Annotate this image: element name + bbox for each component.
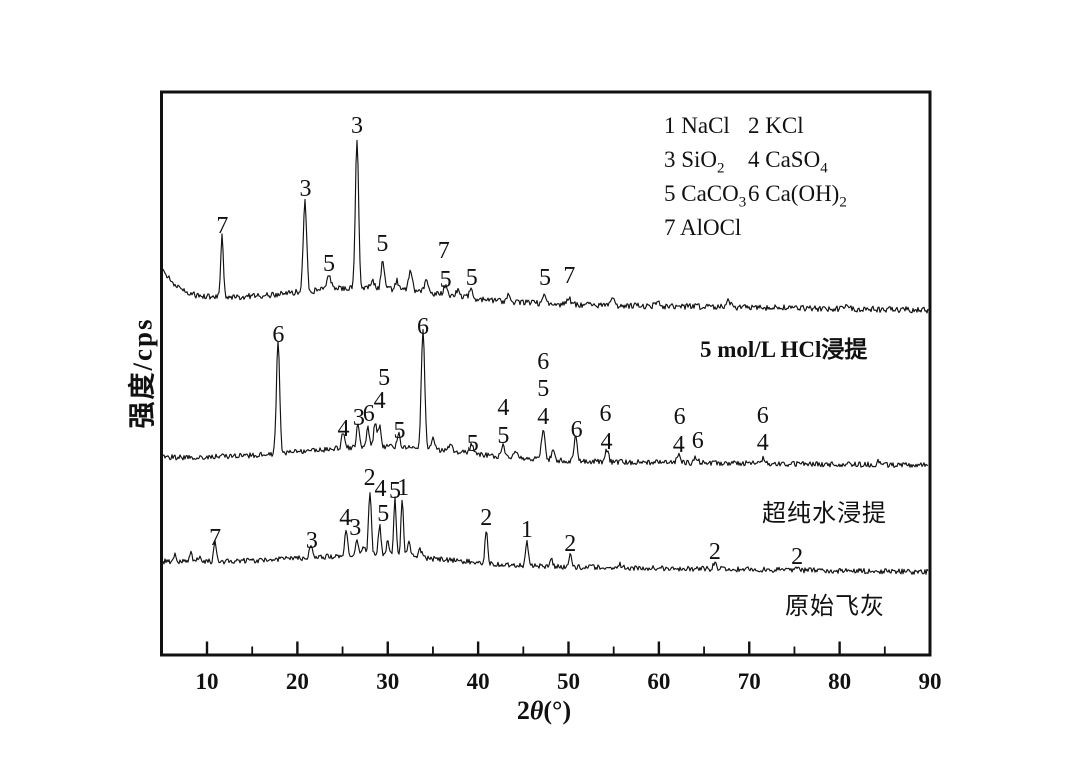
peak-label-2: 2 [480,505,492,531]
peak-label-4: 4 [537,404,549,430]
peak-label-3: 3 [353,405,365,431]
x-tick-label: 20 [286,669,309,694]
peak-label-2: 2 [564,531,576,557]
peak-label-4: 4 [375,476,387,502]
peak-label-6: 6 [363,401,375,427]
legend-item: 6 Ca(OH)2 [748,181,847,211]
peak-label-7: 7 [563,263,575,289]
peak-label-5: 5 [440,267,452,293]
peak-label-7: 7 [438,238,450,264]
peak-label-6: 6 [600,401,612,427]
peak-label-5: 5 [376,231,388,257]
peak-label-5: 5 [378,365,390,391]
peak-label-2: 2 [791,544,803,570]
peak-label-1: 1 [521,517,533,543]
peak-label-7: 7 [209,525,221,551]
peak-label-5: 5 [323,251,335,277]
peak-label-4: 4 [339,505,351,531]
x-tick-label: 70 [738,669,761,694]
x-axis-title-theta: θ [529,696,544,725]
series-label-raw-fly-ash: 原始飞灰 [785,594,885,620]
legend-item: 5 CaCO3 [664,181,747,211]
peak-label-6: 6 [537,349,549,375]
peak-label-2: 2 [709,539,721,565]
legend-item: 7 AlOCl [664,215,742,240]
peak-label-5: 5 [467,431,479,457]
peak-label-5: 5 [537,376,549,402]
peak-label-1: 1 [397,475,409,501]
x-tick-label: 50 [557,669,580,694]
peak-label-6: 6 [674,404,686,430]
peak-label-7: 7 [216,213,228,239]
plot-border [160,90,932,657]
series-label-hcl-leach: 5 mol/L HCl浸提 [700,337,868,362]
x-tick-label: 90 [919,669,942,694]
peak-label-4: 4 [374,388,386,414]
legend-item: 1 NaCl [664,113,730,138]
trace-water-leach [162,328,929,468]
peak-label-6: 6 [417,314,429,340]
legend-item: 2 KCl [748,113,804,138]
x-tick-label: 80 [828,669,851,694]
peak-label-4: 4 [673,432,685,458]
x-axis-title-deg: (°) [543,696,572,725]
peak-label-3: 3 [306,528,318,554]
peak-label-3: 3 [300,176,312,202]
trace-hcl-leach [162,139,929,314]
peak-label-5: 5 [393,418,405,444]
phase-legend: 1 NaCl 2 KCl 3 SiO2 4 CaSO4 5 CaCO3 6 Ca(OH)2… [664,109,847,245]
peak-label-6: 6 [692,428,704,454]
x-tick-label: 40 [467,669,490,694]
peak-label-6: 6 [757,403,769,429]
peak-label-5: 5 [377,501,389,527]
x-tick-label: 60 [647,669,670,694]
peak-label-4: 4 [497,395,509,421]
trace-raw-fly-ash [162,492,929,575]
peak-label-4: 4 [337,416,349,442]
peak-label-5: 5 [539,265,551,291]
peak-label-4: 4 [600,429,612,455]
x-axis-title: 2θ(°) [517,696,571,726]
peak-label-5: 5 [497,423,509,449]
peak-label-4: 4 [757,430,769,456]
y-axis-title: 强度/cps [127,317,158,429]
peak-label-3: 3 [349,515,361,541]
legend-item: 3 SiO2 [664,147,725,177]
x-axis-title-2: 2 [516,696,530,725]
peak-label-5: 5 [389,478,401,504]
peak-label-6: 6 [272,322,284,348]
peak-label-6: 6 [571,417,583,443]
series-label-water-leach: 超纯水浸提 [762,501,887,527]
peak-label-5: 5 [466,265,478,291]
legend-item: 4 CaSO4 [748,147,828,177]
peak-label-3: 3 [351,113,363,139]
x-tick-label: 10 [196,669,219,694]
peak-label-2: 2 [364,465,376,491]
x-tick-label: 30 [376,669,399,694]
